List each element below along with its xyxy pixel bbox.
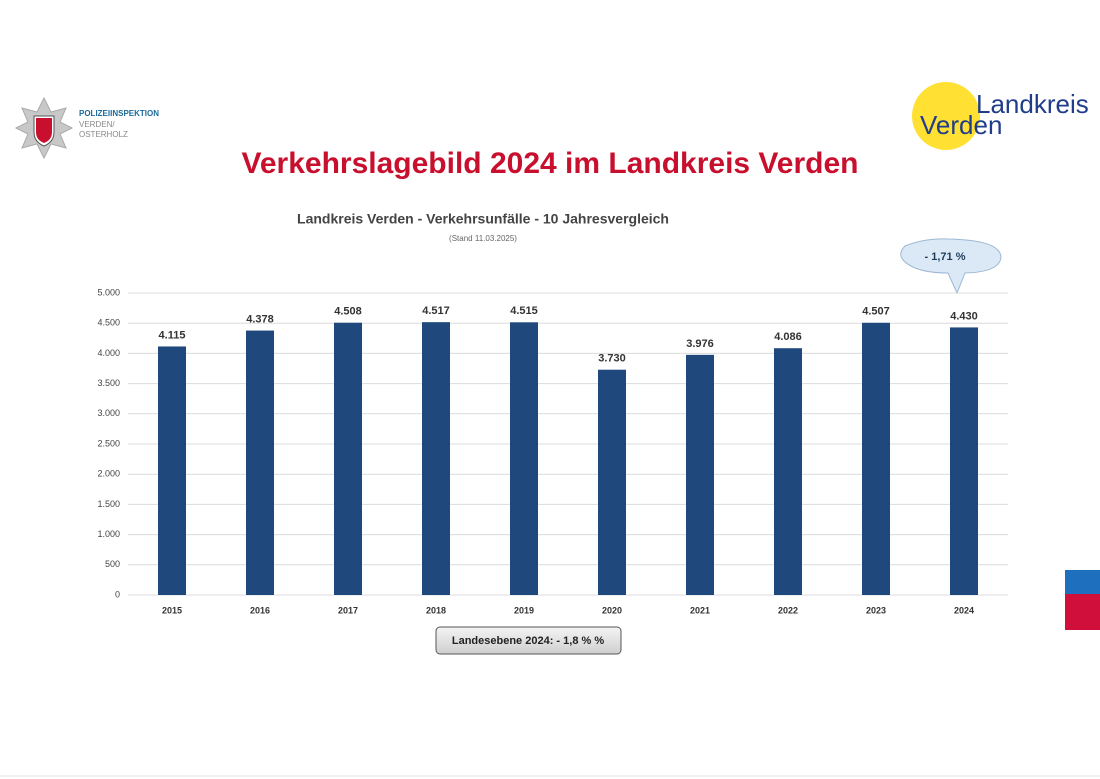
x-tick-label: 2022 [778, 605, 798, 615]
chart-title: Landkreis Verden - Verkehrsunfälle - 10 … [297, 211, 669, 227]
y-tick-label: 2.500 [97, 438, 120, 448]
callout-text: - 1,71 % [925, 251, 966, 263]
y-tick-label: 500 [105, 559, 120, 569]
x-tick-label: 2024 [954, 605, 974, 615]
x-tick-label: 2017 [338, 605, 358, 615]
x-tick-label: 2020 [602, 605, 622, 615]
value-label: 4.515 [510, 305, 538, 317]
bar [862, 322, 890, 595]
x-tick-label: 2021 [690, 605, 710, 615]
bar [686, 354, 714, 595]
x-tick-label: 2019 [514, 605, 534, 615]
y-tick-label: 1.000 [97, 529, 120, 539]
x-tick-label: 2015 [162, 605, 182, 615]
value-label: 4.115 [159, 329, 186, 341]
x-tick-label: 2023 [866, 605, 886, 615]
bar [950, 327, 978, 595]
y-tick-label: 0 [115, 589, 120, 599]
bar [158, 346, 186, 595]
value-label: 4.086 [774, 331, 802, 343]
police-logo: POLIZEIINSPEKTION VERDEN/ OSTERHOLZ [14, 96, 159, 160]
value-label: 3.730 [598, 353, 626, 365]
landkreis-logo: Landkreis Verden [912, 82, 1089, 150]
slide-title: Verkehrslagebild 2024 im Landkreis Verde… [242, 147, 859, 180]
value-label: 4.508 [334, 306, 362, 318]
y-tick-label: 4.500 [97, 318, 120, 328]
bar [334, 322, 362, 595]
callout: - 1,71 % [900, 238, 1002, 295]
value-label: 4.507 [862, 306, 890, 318]
police-name: POLIZEIINSPEKTION [79, 109, 159, 118]
bar [598, 369, 626, 595]
plot: 0 500 1.000 1.500 2.000 2.500 3.000 3.500 4.000 4… [97, 287, 1008, 615]
bar [774, 348, 802, 595]
bar [422, 322, 450, 595]
y-tick-label: 3.000 [97, 408, 120, 418]
value-label: 4.378 [246, 313, 274, 325]
y-tick-label: 3.500 [97, 378, 120, 388]
logo-text: Verden [920, 110, 1002, 140]
police-name: VERDEN/ [79, 120, 115, 129]
x-tick-label: 2016 [250, 605, 270, 615]
side-block [1065, 594, 1100, 630]
bar [510, 322, 538, 595]
y-tick-label: 4.000 [97, 348, 120, 358]
chart-subtitle: (Stand 11.03.2025) [449, 234, 517, 243]
y-tick-label: 2.000 [97, 469, 120, 479]
side-block [1065, 570, 1100, 594]
logo-text: Landkreis [976, 89, 1089, 119]
bar [246, 330, 274, 595]
value-label: 4.517 [422, 305, 450, 317]
x-tick-label: 2018 [426, 605, 446, 615]
note-text: Landesebene 2024: - 1,8 % % [452, 635, 604, 647]
y-tick-label: 1.500 [97, 499, 120, 509]
note-box: Landesebene 2024: - 1,8 % % [435, 626, 622, 655]
value-label: 3.976 [686, 338, 714, 350]
y-tick-label: 5.000 [97, 287, 120, 297]
police-name: OSTERHOLZ [79, 130, 128, 139]
value-label: 4.430 [950, 310, 978, 322]
